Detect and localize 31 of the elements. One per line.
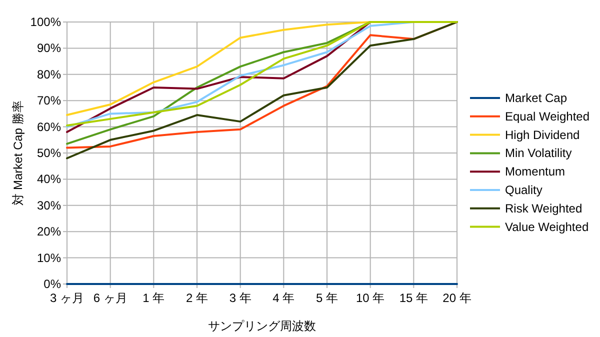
- legend-label: Market Cap: [505, 91, 568, 105]
- y-tick-label: 0%: [44, 277, 62, 291]
- legend-label: Equal Weighted: [505, 109, 590, 124]
- y-tick-label: 60%: [36, 120, 62, 134]
- y-axis-title: 対 Market Cap 勝率: [11, 100, 25, 206]
- x-tick-label: 15 年: [399, 291, 428, 305]
- y-tick-label: 70%: [36, 94, 62, 108]
- x-tick-label: 10 年: [356, 291, 385, 305]
- y-tick-label: 30%: [36, 198, 62, 212]
- legend-label: Min Volatility: [505, 146, 572, 160]
- x-tick-label: 20 年: [442, 291, 472, 305]
- legend-label: Quality: [505, 183, 542, 197]
- y-tick-label: 100%: [30, 15, 62, 29]
- y-tick-label: 40%: [36, 172, 62, 186]
- x-tick-label: 1 年: [142, 291, 165, 305]
- x-tick-label: 3 ヶ月: [50, 291, 84, 305]
- legend-label: Value Weighted: [505, 220, 589, 234]
- y-tick-label: 10%: [36, 250, 62, 265]
- x-tick-label: 5 年: [316, 291, 338, 305]
- y-tick-label: 20%: [36, 224, 62, 239]
- y-tick-label: 90%: [36, 41, 62, 56]
- x-tick-label: 2 年: [186, 291, 208, 305]
- x-axis-title: サンプリング周波数: [208, 319, 316, 333]
- x-tick-label: 6 ヶ月: [93, 291, 128, 305]
- y-tick-label: 50%: [36, 146, 62, 160]
- legend-label: High Dividend: [505, 128, 580, 142]
- y-tick-label: 80%: [36, 67, 62, 82]
- legend-label: Risk Weighted: [505, 201, 582, 216]
- legend-label: Momentum: [505, 164, 566, 179]
- x-tick-label: 3 年: [229, 291, 252, 305]
- x-tick-label: 4 年: [272, 291, 295, 305]
